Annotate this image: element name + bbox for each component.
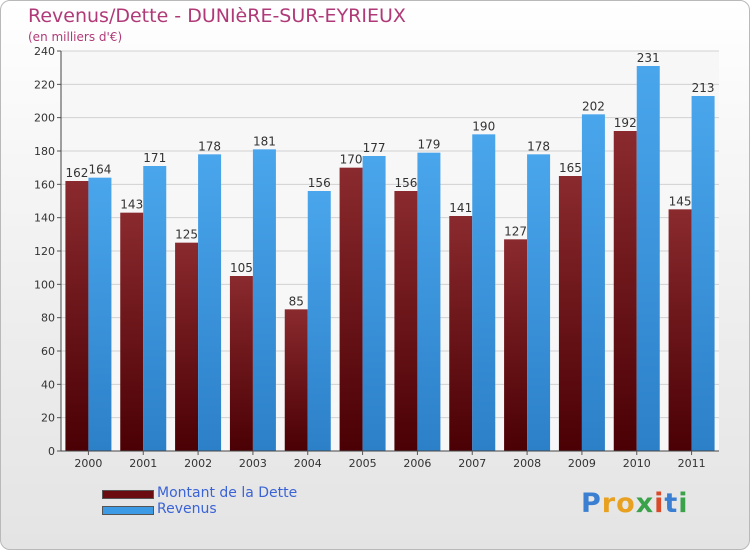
data-label: 143 bbox=[120, 198, 143, 212]
data-label: 127 bbox=[504, 224, 527, 238]
bar-revenus bbox=[362, 156, 386, 451]
x-tick-label: 2010 bbox=[623, 457, 651, 470]
data-label: 213 bbox=[692, 81, 715, 95]
x-tick-label: 2003 bbox=[239, 457, 267, 470]
x-tick-label: 2009 bbox=[568, 457, 596, 470]
bar-dette bbox=[613, 131, 637, 451]
x-tick-label: 2002 bbox=[184, 457, 212, 470]
y-tick-label: 60 bbox=[41, 345, 55, 358]
chart-subtitle: (en milliers d'€) bbox=[28, 30, 123, 44]
x-tick-label: 2005 bbox=[349, 457, 377, 470]
data-label: 231 bbox=[637, 51, 660, 65]
y-tick-label: 140 bbox=[34, 212, 55, 225]
data-label: 125 bbox=[175, 228, 198, 242]
data-label: 181 bbox=[253, 134, 276, 148]
bar-revenus bbox=[307, 191, 331, 451]
chart-title: Revenus/Dette - DUNIèRE-SUR-EYRIEUX bbox=[28, 5, 406, 27]
x-tick-label: 2008 bbox=[513, 457, 541, 470]
y-tick-label: 200 bbox=[34, 112, 55, 125]
y-tick-label: 100 bbox=[34, 278, 55, 291]
data-label: 105 bbox=[230, 261, 253, 275]
y-tick-label: 80 bbox=[41, 312, 55, 325]
bar-dette bbox=[339, 167, 363, 451]
data-label: 192 bbox=[614, 116, 637, 130]
bar-dette bbox=[504, 239, 528, 451]
bar-revenus bbox=[472, 134, 496, 452]
bar-revenus bbox=[143, 166, 167, 451]
y-tick-label: 180 bbox=[34, 145, 55, 158]
bar-dette bbox=[668, 209, 692, 451]
data-label: 162 bbox=[65, 166, 88, 180]
data-label: 177 bbox=[363, 141, 386, 155]
legend-swatch-debt bbox=[102, 490, 154, 499]
data-label: 179 bbox=[417, 138, 440, 152]
data-label: 178 bbox=[198, 139, 221, 153]
legend-swatch-revenus bbox=[102, 506, 154, 515]
y-tick-label: 40 bbox=[41, 378, 55, 391]
logo-letter: o bbox=[616, 488, 636, 519]
logo-letter: x bbox=[635, 488, 655, 519]
bar-dette bbox=[284, 309, 308, 451]
x-tick-label: 2001 bbox=[129, 457, 157, 470]
bar-revenus bbox=[198, 154, 222, 452]
data-label: 156 bbox=[394, 176, 417, 190]
x-tick-label: 2011 bbox=[678, 457, 706, 470]
x-tick-label: 2000 bbox=[74, 457, 102, 470]
x-tick-label: 2004 bbox=[294, 457, 322, 470]
data-label: 178 bbox=[527, 139, 550, 153]
y-tick-label: 0 bbox=[48, 445, 55, 458]
logo-letter: i bbox=[678, 488, 689, 519]
bar-revenus bbox=[88, 177, 112, 451]
bar-dette bbox=[120, 212, 144, 451]
bar-dette bbox=[449, 216, 473, 451]
data-label: 170 bbox=[340, 153, 363, 167]
bar-dette bbox=[558, 176, 582, 451]
proxiti-logo: Proxiti bbox=[581, 488, 689, 519]
bar-dette bbox=[175, 242, 199, 451]
y-tick-label: 240 bbox=[34, 45, 55, 58]
data-label: 202 bbox=[582, 99, 605, 113]
bar-dette bbox=[229, 276, 253, 451]
y-tick-label: 120 bbox=[34, 245, 55, 258]
logo-letter: t bbox=[664, 488, 679, 519]
data-label: 156 bbox=[308, 176, 331, 190]
bar-revenus bbox=[636, 66, 660, 451]
bar-dette bbox=[394, 191, 418, 451]
bar-revenus bbox=[417, 152, 441, 451]
logo-letter: P bbox=[581, 488, 602, 519]
data-label: 145 bbox=[669, 194, 692, 208]
data-label: 141 bbox=[449, 201, 472, 215]
legend-label-debt: Montant de la Dette bbox=[157, 485, 298, 501]
logo-letter: r bbox=[601, 488, 617, 519]
data-label: 85 bbox=[289, 294, 304, 308]
data-label: 164 bbox=[88, 163, 111, 177]
y-tick-label: 160 bbox=[34, 178, 55, 191]
y-tick-label: 220 bbox=[34, 78, 55, 91]
x-tick-label: 2007 bbox=[458, 457, 486, 470]
bar-revenus bbox=[252, 149, 276, 452]
bar-revenus bbox=[691, 96, 715, 451]
logo-letter: i bbox=[654, 488, 665, 519]
data-label: 190 bbox=[472, 119, 495, 133]
data-label: 171 bbox=[143, 151, 166, 165]
bar-dette bbox=[65, 181, 89, 451]
data-label: 165 bbox=[559, 161, 582, 175]
x-tick-label: 2006 bbox=[403, 457, 431, 470]
bar-revenus bbox=[527, 154, 551, 452]
y-tick-label: 20 bbox=[41, 412, 55, 425]
legend-label-revenus: Revenus bbox=[157, 501, 217, 517]
bar-revenus bbox=[581, 114, 605, 451]
